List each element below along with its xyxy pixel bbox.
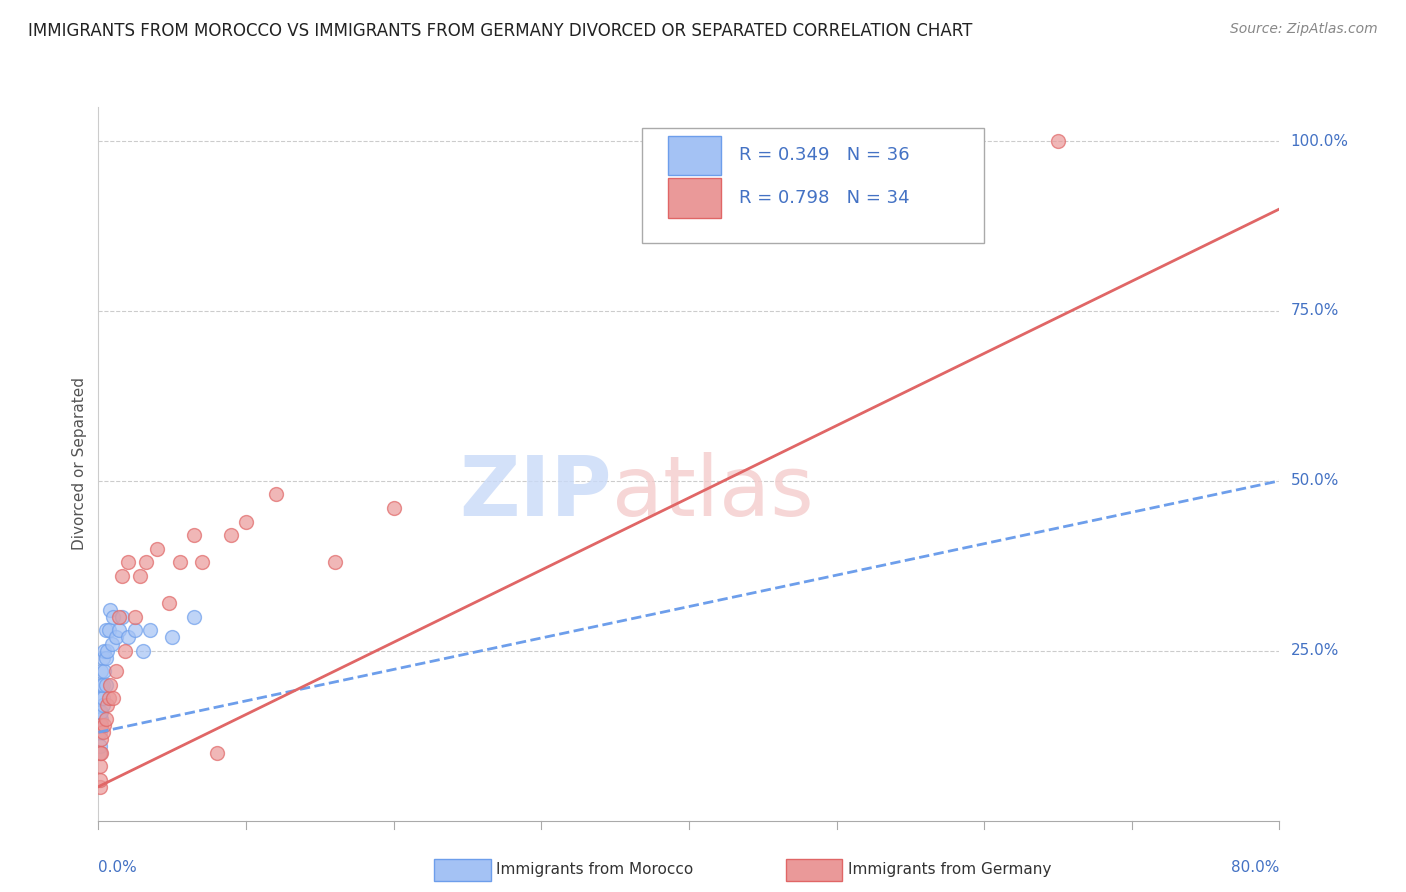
Y-axis label: Divorced or Separated: Divorced or Separated: [72, 377, 87, 550]
Point: [96, 698, 118, 712]
Point: [169, 555, 191, 569]
Text: R = 0.349   N = 36: R = 0.349 N = 36: [738, 146, 910, 164]
Point: [105, 630, 128, 644]
Text: Source: ZipAtlas.com: Source: ZipAtlas.com: [1230, 22, 1378, 37]
Point: [89, 772, 111, 787]
Bar: [668, 178, 721, 218]
Text: R = 0.798   N = 34: R = 0.798 N = 34: [738, 189, 910, 207]
Point: [94, 678, 117, 692]
Text: 80.0%: 80.0%: [1232, 860, 1279, 874]
Point: [108, 609, 131, 624]
Text: Immigrants from Germany: Immigrants from Germany: [848, 863, 1052, 877]
Point: [91, 725, 114, 739]
Point: [91, 691, 114, 706]
Point: [96, 644, 118, 658]
Point: [219, 528, 242, 542]
Point: [89, 718, 111, 732]
Point: [98, 603, 121, 617]
Point: [89, 725, 111, 739]
Point: [91, 650, 114, 665]
Point: [94, 712, 117, 726]
Point: [90, 712, 112, 726]
Point: [124, 624, 146, 638]
Point: [323, 555, 346, 569]
Point: [90, 705, 112, 719]
Point: [382, 501, 405, 516]
Point: [111, 609, 134, 624]
Point: [91, 698, 114, 712]
Text: ZIP: ZIP: [460, 452, 612, 533]
Point: [124, 609, 146, 624]
Point: [128, 569, 150, 583]
Point: [97, 624, 120, 638]
Point: [93, 644, 115, 658]
Point: [205, 746, 228, 760]
Point: [90, 678, 112, 692]
Point: [89, 746, 111, 760]
Point: [89, 759, 111, 773]
Point: [90, 746, 112, 760]
Point: [117, 555, 139, 569]
Point: [94, 624, 117, 638]
Text: IMMIGRANTS FROM MOROCCO VS IMMIGRANTS FROM GERMANY DIVORCED OR SEPARATED CORRELA: IMMIGRANTS FROM MOROCCO VS IMMIGRANTS FR…: [28, 22, 973, 40]
Point: [108, 624, 131, 638]
Point: [90, 691, 112, 706]
Point: [117, 630, 139, 644]
Text: 75.0%: 75.0%: [1291, 303, 1339, 318]
Point: [94, 650, 117, 665]
Point: [105, 664, 128, 678]
Point: [90, 718, 112, 732]
Point: [191, 555, 214, 569]
Point: [93, 664, 115, 678]
Point: [91, 678, 114, 692]
Point: [139, 624, 162, 638]
Point: [89, 780, 111, 794]
Point: [90, 732, 112, 747]
Point: [93, 718, 115, 732]
Point: [135, 555, 157, 569]
Text: atlas: atlas: [612, 452, 814, 533]
Point: [90, 718, 112, 732]
Point: [157, 596, 180, 610]
Point: [111, 569, 134, 583]
Point: [89, 705, 111, 719]
Point: [103, 691, 125, 706]
Point: [97, 691, 120, 706]
Bar: [668, 136, 721, 175]
Point: [89, 718, 111, 732]
Point: [235, 515, 257, 529]
Point: [89, 746, 111, 760]
Point: [90, 664, 112, 678]
Point: [264, 487, 287, 501]
FancyBboxPatch shape: [641, 128, 984, 243]
Point: [98, 678, 121, 692]
Point: [89, 712, 111, 726]
Point: [146, 541, 169, 556]
Text: 50.0%: 50.0%: [1291, 474, 1339, 488]
Point: [103, 609, 125, 624]
Point: [183, 528, 205, 542]
Text: Immigrants from Morocco: Immigrants from Morocco: [496, 863, 693, 877]
Point: [162, 630, 183, 644]
Text: 100.0%: 100.0%: [1291, 134, 1348, 149]
Point: [100, 637, 122, 651]
Point: [132, 644, 155, 658]
Point: [1046, 134, 1069, 148]
Point: [183, 609, 205, 624]
Text: 25.0%: 25.0%: [1291, 643, 1339, 658]
Text: 0.0%: 0.0%: [98, 860, 138, 874]
Point: [114, 644, 136, 658]
Point: [89, 739, 111, 753]
